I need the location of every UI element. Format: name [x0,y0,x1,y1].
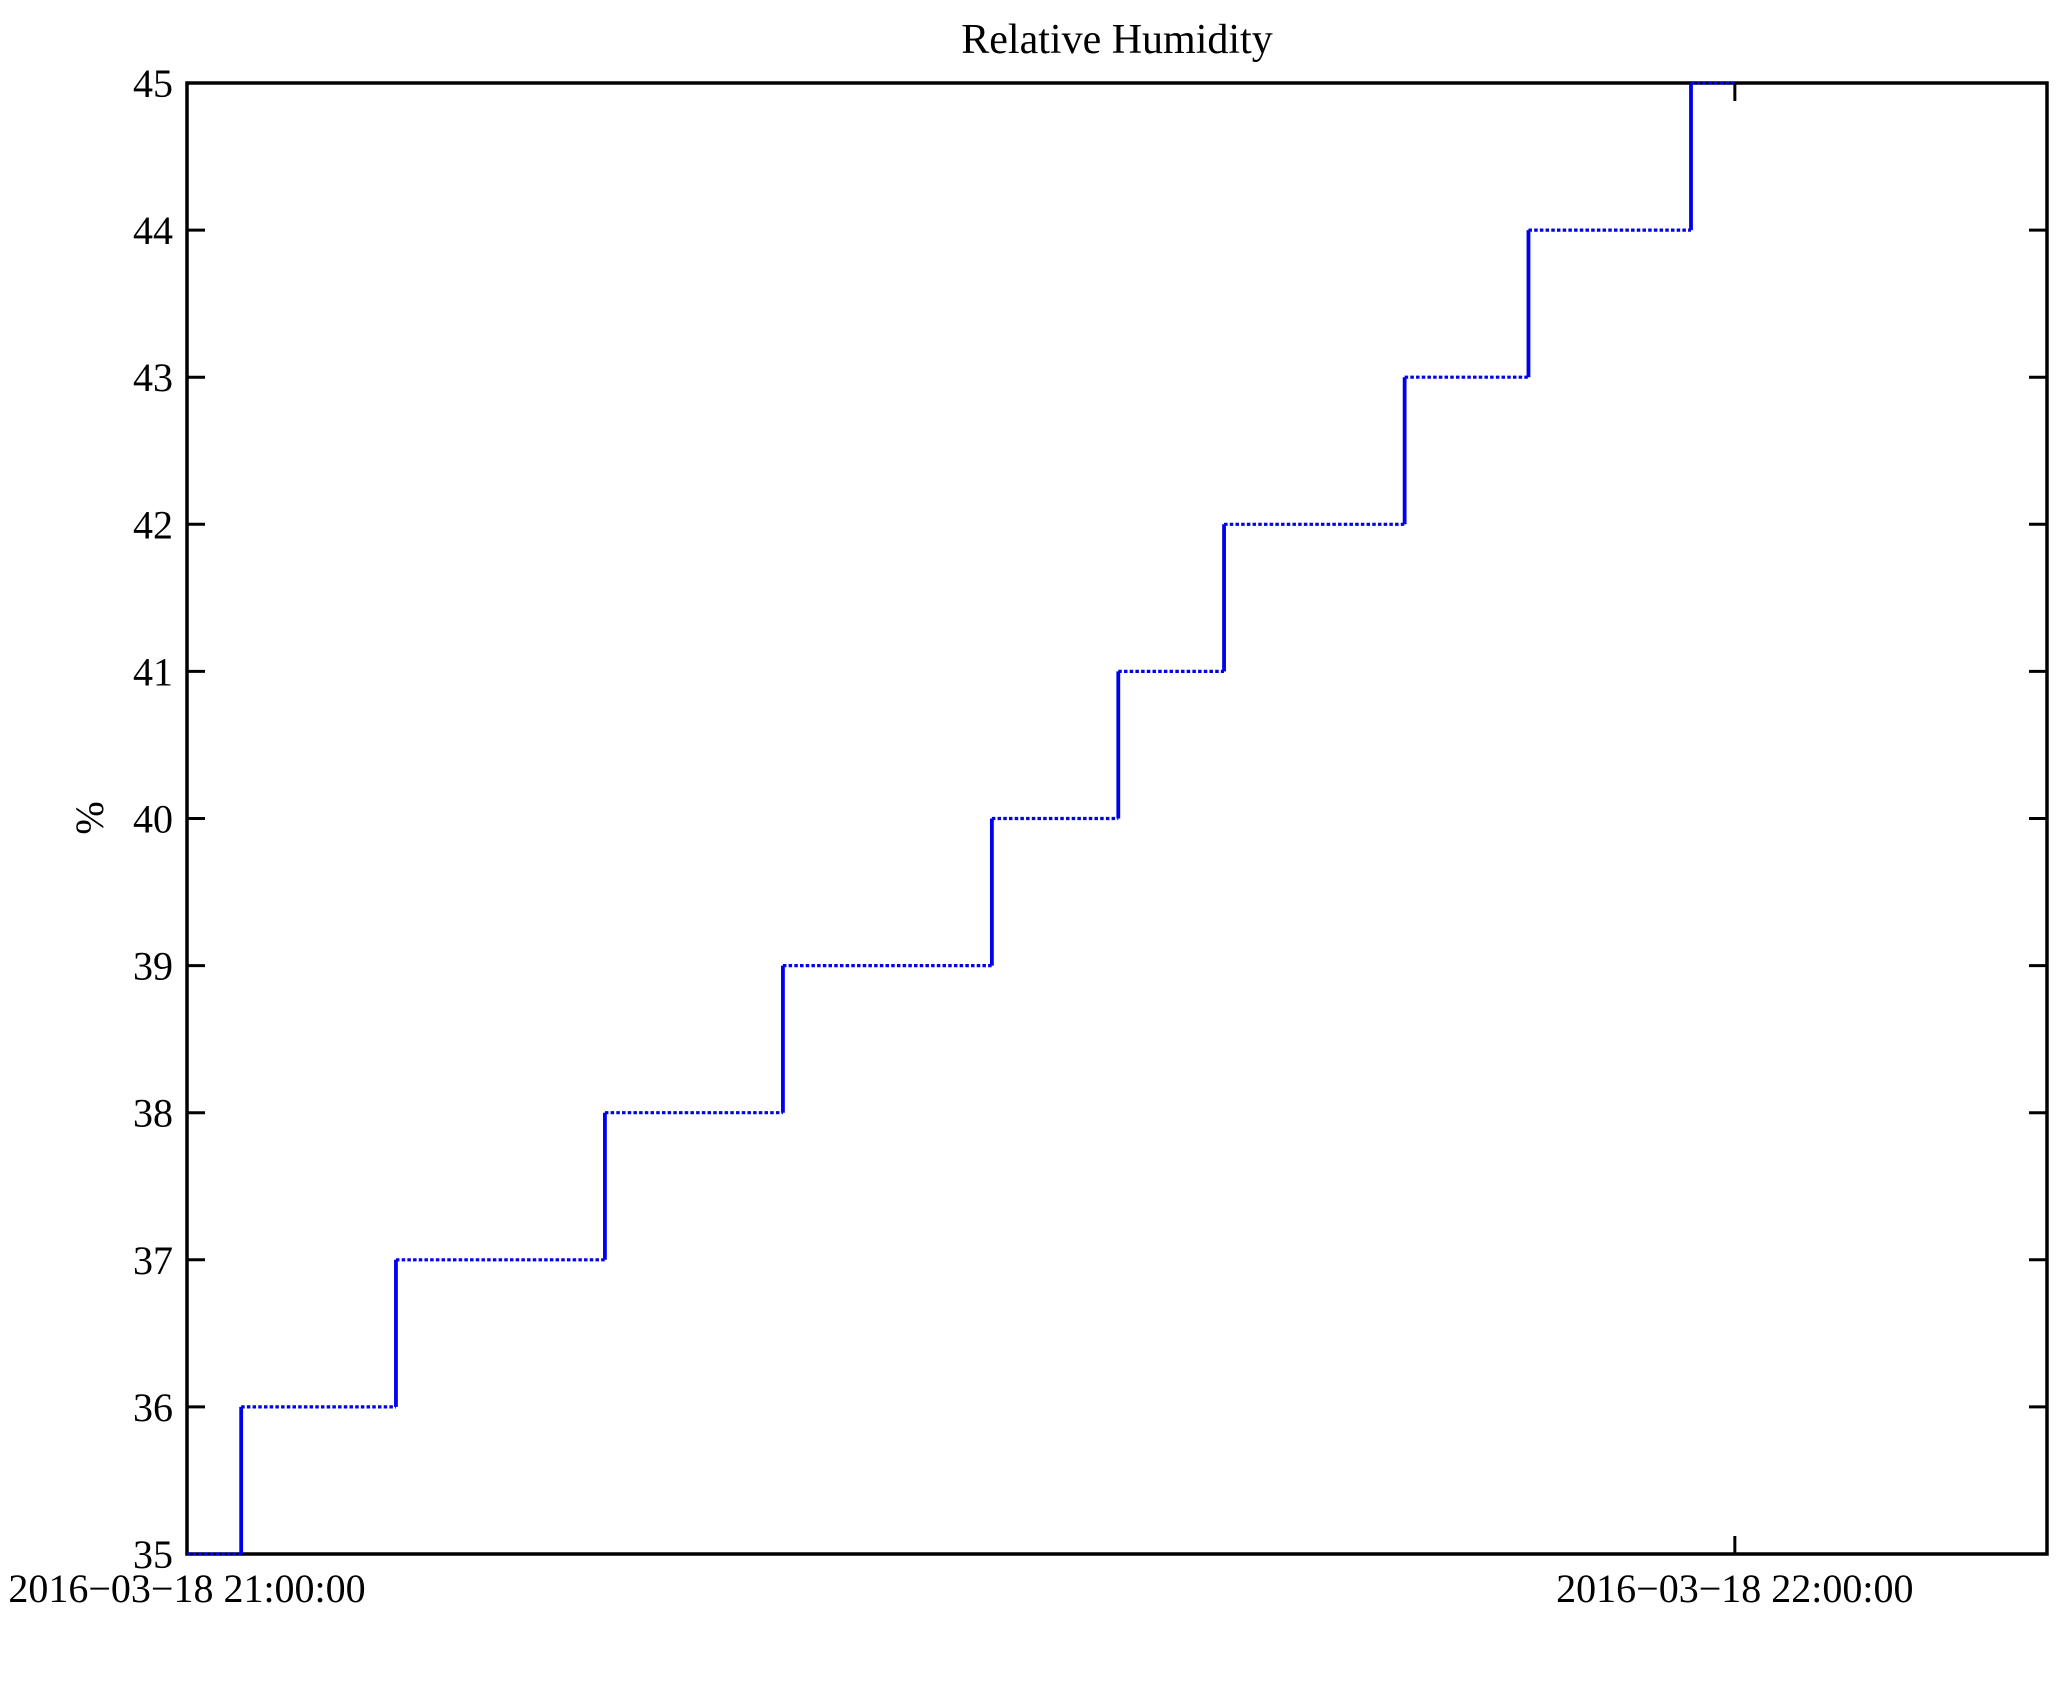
y-tick-label: 37 [133,1238,173,1283]
x-tick-label: 2016−03−18 22:00:00 [1556,1566,1913,1611]
y-tick-label: 36 [133,1385,173,1430]
y-tick-label: 40 [133,797,173,842]
humidity-line-horizontal [187,81,1735,1556]
y-tick-label: 45 [133,61,173,106]
chart-title: Relative Humidity [961,17,1273,63]
y-tick-label: 43 [133,355,173,400]
y-tick-label: 39 [133,944,173,989]
y-tick-label: 35 [133,1532,173,1577]
y-tick-label: 38 [133,1091,173,1136]
y-tick-label: 42 [133,502,173,547]
x-tick-label: 2016−03−18 21:00:00 [8,1566,365,1611]
y-tick-label: 44 [133,208,173,253]
y-tick-label: 41 [133,649,173,694]
humidity-line-vertical [239,83,1693,1554]
